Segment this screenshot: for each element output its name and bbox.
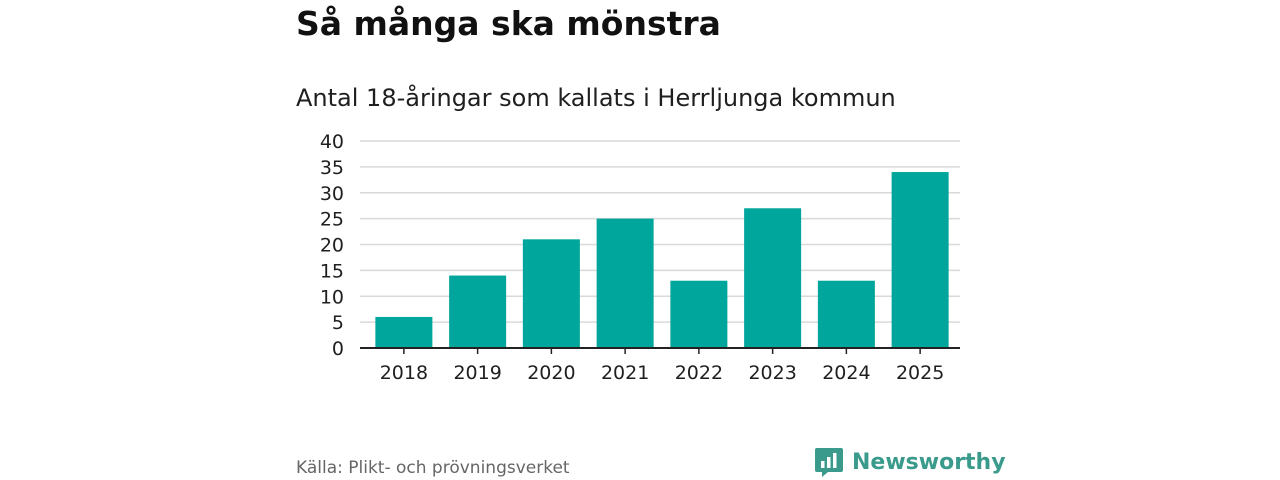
y-tick-label: 35	[320, 157, 344, 179]
chart-title: Så många ska mönstra	[296, 4, 721, 43]
bar-2024	[817, 280, 875, 348]
y-tick-label: 5	[332, 312, 344, 334]
brand-name: Newsworthy	[852, 449, 1006, 475]
chart-subtitle: Antal 18-åringar som kallats i Herrljung…	[296, 84, 896, 112]
x-tick-label: 2023	[748, 362, 796, 384]
bar-2020	[522, 239, 580, 348]
x-tick-label: 2022	[675, 362, 723, 384]
x-tick-label: 2025	[896, 362, 944, 384]
bar-2021	[596, 218, 654, 348]
bar-2023	[744, 208, 802, 348]
grid-lines	[360, 140, 960, 323]
x-tick-label: 2018	[380, 362, 428, 384]
y-tick-label: 40	[320, 131, 344, 153]
x-tick-label: 2019	[453, 362, 501, 384]
bar-2018	[375, 316, 433, 348]
newsworthy-logo-icon	[815, 448, 843, 477]
x-tick-label: 2020	[527, 362, 575, 384]
y-tick-label: 20	[320, 235, 344, 257]
y-tick-label: 15	[320, 260, 344, 282]
brand-logo: Newsworthy	[814, 446, 1006, 478]
source-note: Källa: Plikt- och prövningsverket	[296, 458, 570, 478]
y-tick-label: 10	[320, 286, 344, 308]
x-tick-label: 2024	[822, 362, 870, 384]
bar-2025	[891, 172, 949, 348]
bars	[375, 172, 949, 348]
y-tick-label: 30	[320, 183, 344, 205]
y-tick-label: 0	[332, 338, 344, 360]
bar-2022	[670, 280, 728, 348]
x-tick-label: 2021	[601, 362, 649, 384]
y-tick-label: 25	[320, 209, 344, 231]
bar-2019	[449, 275, 507, 348]
